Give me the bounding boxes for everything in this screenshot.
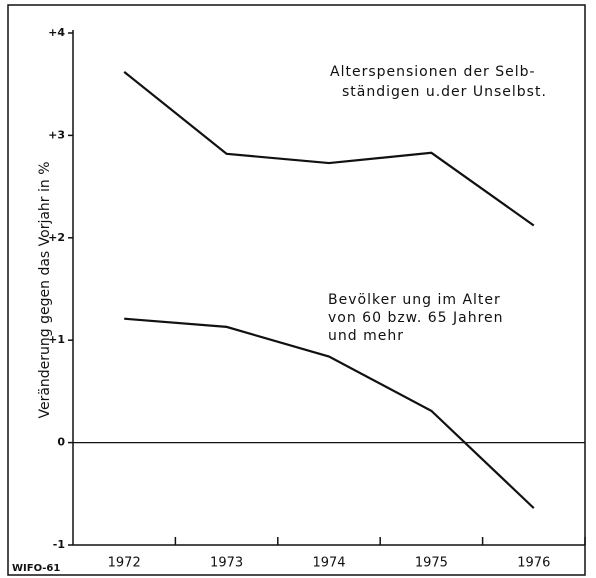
y-tick-label: +4: [48, 26, 65, 39]
x-tick-label: 1973: [210, 556, 243, 571]
annotation: ständigen u.der Unselbst.: [342, 84, 547, 100]
annotation: und mehr: [328, 328, 404, 344]
y-axis-label: Veränderung gegen das Vorjahr in %: [37, 161, 53, 418]
x-tick-label: 1972: [108, 556, 141, 571]
annotation: Bevölker ung im Alter: [328, 292, 501, 308]
y-tick-label: +2: [48, 231, 65, 244]
annotation: von 60 bzw. 65 Jahren: [328, 310, 504, 326]
annotation: Alterspensionen der Selb-: [330, 64, 536, 80]
x-tick-label: 1976: [517, 556, 550, 571]
x-tick-label: 1974: [312, 556, 345, 571]
y-tick-label: +3: [48, 128, 65, 141]
series-line: [123, 71, 535, 227]
y-tick-label: +1: [48, 333, 65, 346]
source: WIFO-61: [12, 563, 60, 574]
x-tick-label: 1975: [415, 556, 448, 571]
y-tick-label: 0: [57, 436, 65, 449]
frame: [7, 4, 586, 576]
y-tick-label: -1: [53, 538, 65, 551]
series-line: [124, 317, 535, 509]
